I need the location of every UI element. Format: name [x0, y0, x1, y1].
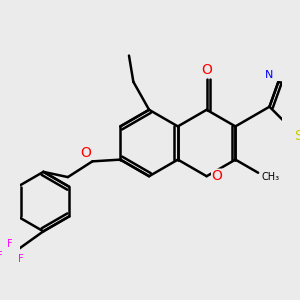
Text: S: S — [294, 129, 300, 142]
Text: N: N — [265, 70, 274, 80]
Text: F: F — [8, 239, 13, 249]
Text: F: F — [0, 251, 2, 261]
Text: O: O — [201, 63, 212, 77]
Text: CH₃: CH₃ — [261, 172, 279, 182]
Text: O: O — [212, 169, 223, 183]
Text: F: F — [18, 254, 23, 264]
Text: O: O — [80, 146, 91, 160]
